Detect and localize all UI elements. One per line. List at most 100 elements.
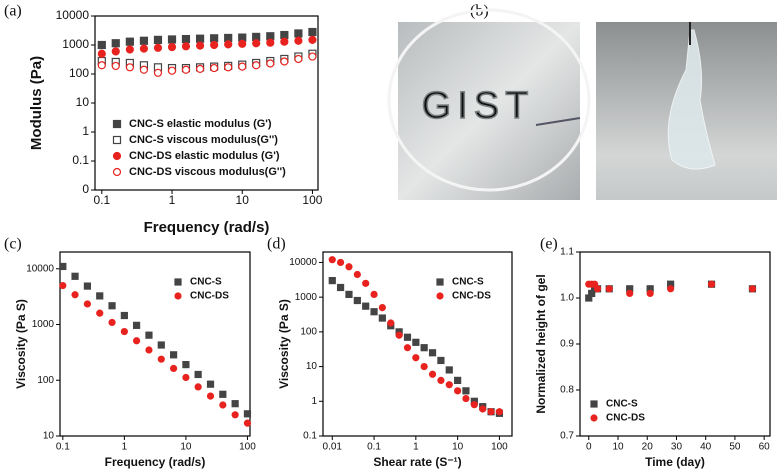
legend-label: CNC-S elastic modulus (G') <box>129 118 272 130</box>
x-tick-label: 10 <box>612 442 624 453</box>
data-point <box>308 27 317 37</box>
data-point <box>231 400 239 408</box>
data-point <box>181 42 191 51</box>
y-tick-label: 1000 <box>295 292 318 303</box>
data-point <box>181 34 191 44</box>
data-point <box>294 36 303 45</box>
data-point <box>145 331 153 339</box>
data-point <box>139 44 149 53</box>
data-point <box>108 302 116 310</box>
data-point <box>169 364 178 373</box>
data-point <box>252 61 261 70</box>
data-point <box>420 344 428 352</box>
panel-label: (a) <box>4 3 22 20</box>
data-point <box>219 390 227 398</box>
data-point <box>195 64 205 73</box>
data-point <box>125 37 134 46</box>
data-point <box>378 304 386 312</box>
data-point <box>153 43 163 52</box>
data-point <box>412 338 420 346</box>
data-point <box>445 366 453 374</box>
data-point <box>280 37 289 46</box>
y-tick-label: 0.7 <box>560 431 574 442</box>
data-point <box>97 49 106 58</box>
y-tick-label: 1.0 <box>560 293 574 304</box>
data-point <box>125 63 134 72</box>
legend-marker <box>112 167 122 177</box>
data-point <box>593 285 602 293</box>
x-tick-label: 1 <box>169 193 176 207</box>
data-point <box>605 285 613 293</box>
data-point <box>153 68 163 77</box>
legend-marker <box>436 278 444 286</box>
data-point <box>231 411 239 419</box>
data-point <box>194 370 202 379</box>
data-point <box>210 34 219 43</box>
data-point <box>412 354 420 362</box>
y-axis-label: Viscosity (Pa S) <box>14 299 28 389</box>
data-point <box>353 296 361 305</box>
data-point <box>353 270 361 279</box>
data-point <box>387 319 395 327</box>
plot-frame <box>322 251 513 437</box>
y-tick-label: 10000 <box>26 263 54 274</box>
x-tick-label: 0 <box>586 442 592 453</box>
x-tick-label: 100 <box>239 442 256 453</box>
data-point <box>132 321 141 329</box>
data-point <box>336 258 345 267</box>
data-point <box>96 309 104 317</box>
petri-dish <box>387 8 591 192</box>
data-point <box>157 355 165 363</box>
data-point <box>83 300 92 308</box>
data-point <box>206 392 215 400</box>
y-tick-label: 0 <box>82 182 89 196</box>
data-point <box>145 346 153 354</box>
y-tick-label: 0.1 <box>303 431 317 442</box>
data-point <box>345 290 353 299</box>
data-point <box>182 360 190 369</box>
data-point <box>71 291 79 299</box>
data-point <box>181 65 191 74</box>
legend-marker <box>112 151 122 161</box>
legend-label: CNC-S <box>452 277 484 288</box>
legend-label: CNC-DS viscous modulus(G'') <box>129 166 286 178</box>
legend-marker <box>112 135 122 145</box>
data-point <box>266 59 275 68</box>
data-point <box>210 40 219 50</box>
y-axis-label: Normalized height of gel <box>534 274 548 413</box>
data-point <box>266 38 275 47</box>
data-point <box>294 29 303 38</box>
data-point <box>224 63 233 72</box>
x-axis-label: Frequency (rad/s) <box>144 219 270 236</box>
data-point <box>395 331 403 339</box>
data-point <box>238 39 247 48</box>
data-point <box>243 410 252 418</box>
data-point <box>370 308 378 316</box>
panel-label: (d) <box>267 236 286 253</box>
x-tick-label: 20 <box>642 442 654 453</box>
legend-marker <box>174 292 182 300</box>
gel-writing: GIST <box>422 85 535 127</box>
x-axis-label: Shear rate (S⁻¹) <box>373 455 461 469</box>
data-point <box>153 35 163 44</box>
legend-label: CNC-DS <box>452 291 491 302</box>
legend-label: CNC-S viscous modulus(G'') <box>129 134 278 146</box>
data-point <box>195 41 205 50</box>
data-point <box>454 387 462 395</box>
x-tick-label: 60 <box>759 442 771 453</box>
data-point <box>111 39 120 48</box>
data-point <box>125 45 134 54</box>
data-point <box>243 419 252 427</box>
data-point <box>328 276 336 285</box>
x-axis-label: Time (day) <box>645 455 705 469</box>
data-point <box>111 47 120 56</box>
y-tick-label: 0.1 <box>72 153 89 167</box>
x-tick-label: 30 <box>671 442 683 453</box>
data-point <box>362 302 370 310</box>
data-point <box>132 337 141 345</box>
y-tick-label: 0.8 <box>560 385 574 396</box>
gel-blob <box>667 29 716 170</box>
y-tick-label: 10 <box>76 95 90 109</box>
y-tick-label: 10 <box>43 431 55 442</box>
y-tick-label: 10000 <box>56 8 90 22</box>
